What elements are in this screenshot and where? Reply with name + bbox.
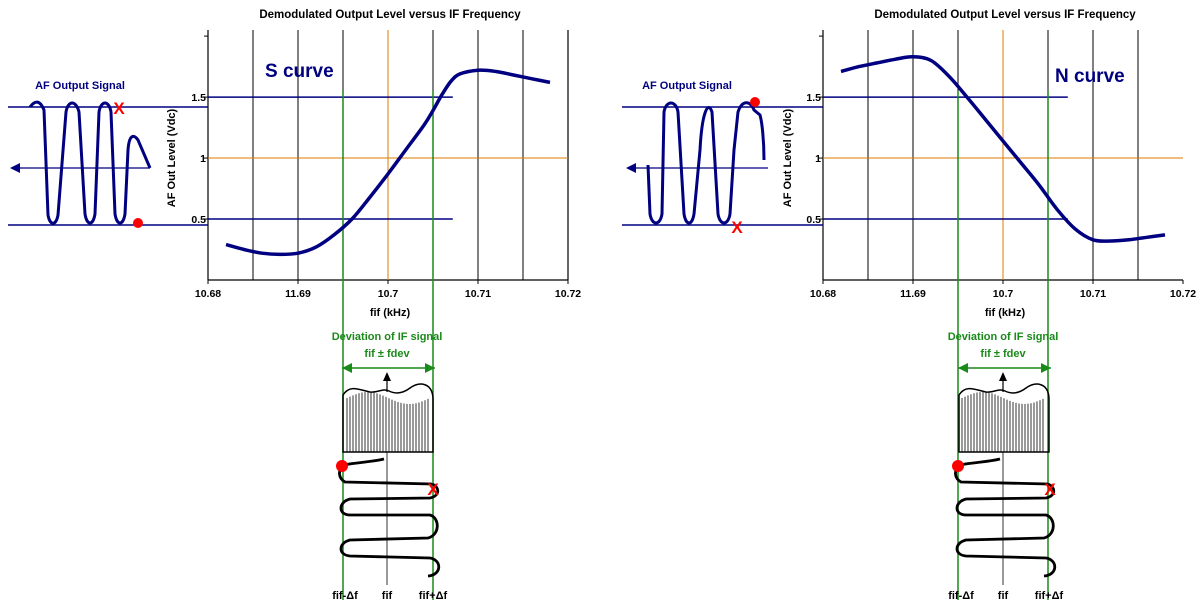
x-axis-label: fif (kHz) (370, 307, 411, 319)
y-axis-label: AF Out Level (Vdc) (166, 108, 178, 207)
y-tick-label: 0.5 (191, 214, 206, 226)
y-tick-labels: 0.5 1 1.5 (191, 92, 206, 226)
af-output-signal-label: AF Output Signal (642, 80, 732, 92)
x-tick-label: 10.71 (465, 288, 491, 300)
chart-title: Demodulated Output Level versus IF Frequ… (259, 9, 521, 21)
deviation-arrow-left-icon (342, 363, 352, 373)
af-arrow-icon (626, 163, 636, 173)
spectrum-envelope (342, 383, 434, 453)
deviation-arrow-left-icon (958, 363, 968, 373)
spectrum-envelope (958, 383, 1050, 453)
spectrum-arrow-head-icon (999, 372, 1007, 381)
s-curve-line (225, 68, 551, 257)
deviation-formula: fif ± fdev (364, 348, 410, 360)
x-axis-label: fif (kHz) (985, 307, 1026, 319)
x-tick-label: 11.69 (900, 288, 926, 300)
x-marker-icon: X (1044, 480, 1056, 499)
if-signal-wave (954, 457, 1057, 578)
y-tick-label: 1.5 (806, 92, 821, 104)
x-marker-icon: X (427, 480, 439, 499)
tick-marks (819, 35, 1184, 284)
bottom-label-center: fif (998, 590, 1009, 602)
x-tick-label: 10.68 (810, 288, 836, 300)
dot-marker-icon (133, 218, 143, 228)
grid-lines (208, 30, 568, 600)
y-tick-label: 1 (200, 153, 206, 165)
s-curve-panel: Demodulated Output Level versus IF Frequ… (8, 9, 581, 602)
af-output-signal-label: AF Output Signal (35, 80, 125, 92)
deviation-arrow-right-icon (425, 363, 435, 373)
deviation-formula: fif ± fdev (980, 348, 1026, 360)
x-tick-label: 11.69 (285, 288, 311, 300)
bottom-label-center: fif (382, 590, 393, 602)
af-signal-wave (28, 100, 152, 225)
bottom-label-minus: fif-Δf (332, 590, 358, 602)
spectrum-hatching (346, 392, 429, 452)
bottom-label-plus: fif+Δf (1035, 590, 1064, 602)
bottom-label-minus: fif-Δf (948, 590, 974, 602)
dot-marker-icon (750, 97, 760, 107)
y-tick-label: 1 (815, 153, 821, 165)
curve-label: S curve (265, 61, 334, 82)
x-tick-label: 10.68 (195, 288, 221, 300)
n-curve-panel: Demodulated Output Level versus IF Frequ… (622, 9, 1196, 602)
x-tick-label: 10.72 (1170, 288, 1196, 300)
af-signal-wave (646, 101, 766, 225)
x-marker-icon: X (113, 99, 125, 118)
y-tick-label: 0.5 (806, 214, 821, 226)
x-tick-label: 10.71 (1080, 288, 1106, 300)
dot-marker-icon (336, 460, 348, 472)
y-tick-label: 1.5 (191, 92, 206, 104)
x-marker-icon: X (731, 218, 743, 237)
curve-label: N curve (1055, 66, 1125, 87)
x-tick-label: 10.72 (555, 288, 581, 300)
deviation-label: Deviation of IF signal (332, 331, 443, 343)
y-tick-labels: 0.5 1 1.5 (806, 92, 821, 226)
deviation-arrow-right-icon (1041, 363, 1051, 373)
x-tick-labels: 10.68 11.69 10.7 10.71 10.72 (810, 288, 1196, 300)
spectrum-hatching (961, 392, 1044, 452)
bottom-label-plus: fif+Δf (419, 590, 448, 602)
spectrum-arrow-head-icon (383, 372, 391, 381)
x-tick-label: 10.7 (993, 288, 1014, 300)
dot-marker-icon (952, 460, 964, 472)
n-curve-line (840, 55, 1166, 243)
af-arrow-icon (10, 163, 20, 173)
tick-marks (204, 35, 569, 284)
y-axis-label: AF Out Level (Vdc) (782, 108, 794, 207)
x-tick-label: 10.7 (378, 288, 399, 300)
deviation-label: Deviation of IF signal (948, 331, 1059, 343)
chart-title: Demodulated Output Level versus IF Frequ… (874, 9, 1136, 21)
x-tick-labels: 10.68 11.69 10.7 10.71 10.72 (195, 288, 581, 300)
if-signal-wave (338, 457, 441, 578)
